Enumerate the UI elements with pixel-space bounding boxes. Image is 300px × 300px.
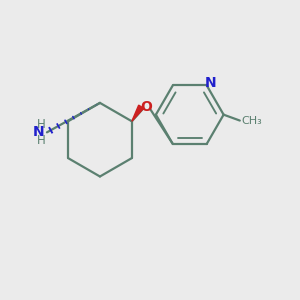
Text: N: N <box>204 76 216 90</box>
Text: H: H <box>37 134 45 147</box>
Text: O: O <box>140 100 152 114</box>
Text: H: H <box>37 118 45 130</box>
Polygon shape <box>132 105 144 121</box>
Text: CH₃: CH₃ <box>241 116 262 126</box>
Text: N: N <box>33 125 45 139</box>
